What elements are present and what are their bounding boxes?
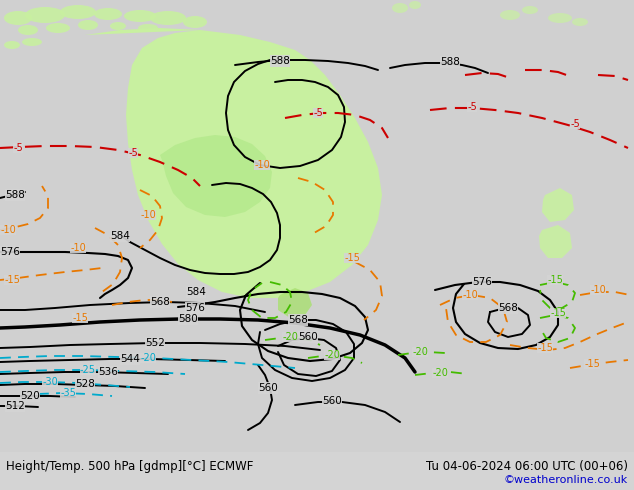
Polygon shape [278,288,312,318]
Text: -5: -5 [13,143,23,153]
Text: 576: 576 [185,303,205,313]
Text: Tu 04-06-2024 06:00 UTC (00+06): Tu 04-06-2024 06:00 UTC (00+06) [426,460,628,472]
Ellipse shape [548,13,572,23]
Polygon shape [85,28,382,298]
Polygon shape [160,135,272,217]
Ellipse shape [572,18,588,26]
Text: 576: 576 [472,277,492,287]
Text: -20: -20 [412,347,428,357]
Text: 560: 560 [258,383,278,393]
Ellipse shape [150,11,186,25]
Text: 588: 588 [270,56,290,66]
Text: 588: 588 [5,190,25,200]
Text: -10: -10 [590,285,606,295]
Text: -20: -20 [324,350,340,360]
Text: 576: 576 [0,247,20,257]
Text: -10: -10 [0,225,16,235]
Text: -30: -30 [42,377,58,387]
Text: 568: 568 [288,315,308,325]
Text: -20: -20 [140,353,156,363]
Text: -5: -5 [570,119,580,129]
Text: Height/Temp. 500 hPa [gdmp][°C] ECMWF: Height/Temp. 500 hPa [gdmp][°C] ECMWF [6,460,254,472]
Ellipse shape [110,22,126,30]
Text: -15: -15 [537,343,553,353]
Ellipse shape [500,10,520,20]
Ellipse shape [78,20,98,30]
Text: -15: -15 [344,253,360,263]
Polygon shape [0,0,634,452]
Text: -20: -20 [432,368,448,378]
Text: -10: -10 [254,160,270,170]
Ellipse shape [409,1,421,9]
Text: -10: -10 [462,290,478,300]
Bar [0,452,634,490]
Text: 560: 560 [322,396,342,406]
Text: -20: -20 [282,332,298,342]
Text: -15: -15 [547,275,563,285]
Text: -5: -5 [128,148,138,158]
Text: ©weatheronline.co.uk: ©weatheronline.co.uk [504,475,628,485]
Ellipse shape [183,16,207,28]
Text: 544: 544 [120,354,140,364]
Ellipse shape [25,7,65,23]
Text: -15: -15 [584,359,600,369]
Text: -15: -15 [4,275,20,285]
Text: 568: 568 [150,297,170,307]
Ellipse shape [522,6,538,14]
Text: -35: -35 [60,388,76,398]
Text: 588: 588 [440,57,460,67]
Text: 536: 536 [98,367,118,377]
Text: 528: 528 [75,379,95,389]
Text: 568: 568 [498,303,518,313]
Text: 560: 560 [298,332,318,342]
Text: 580: 580 [178,314,198,324]
Text: -15: -15 [72,313,88,323]
Text: 584: 584 [186,287,206,297]
Ellipse shape [138,24,158,32]
Ellipse shape [4,41,20,49]
Polygon shape [539,225,572,258]
Ellipse shape [60,5,96,19]
Ellipse shape [46,23,70,33]
Ellipse shape [4,11,32,25]
Ellipse shape [94,8,122,20]
Text: -5: -5 [313,108,323,118]
Text: -10: -10 [70,243,86,253]
Ellipse shape [18,25,38,35]
Text: -10: -10 [140,210,156,220]
Text: 520: 520 [20,391,40,401]
Text: 512: 512 [5,401,25,411]
Ellipse shape [124,10,156,22]
Text: -25: -25 [80,365,96,375]
Text: 584: 584 [110,231,130,241]
Text: -5: -5 [467,102,477,112]
Text: -15: -15 [550,308,566,318]
Polygon shape [542,188,574,222]
Ellipse shape [22,38,42,46]
Polygon shape [0,0,634,452]
Ellipse shape [392,3,408,13]
Text: 552: 552 [145,338,165,348]
